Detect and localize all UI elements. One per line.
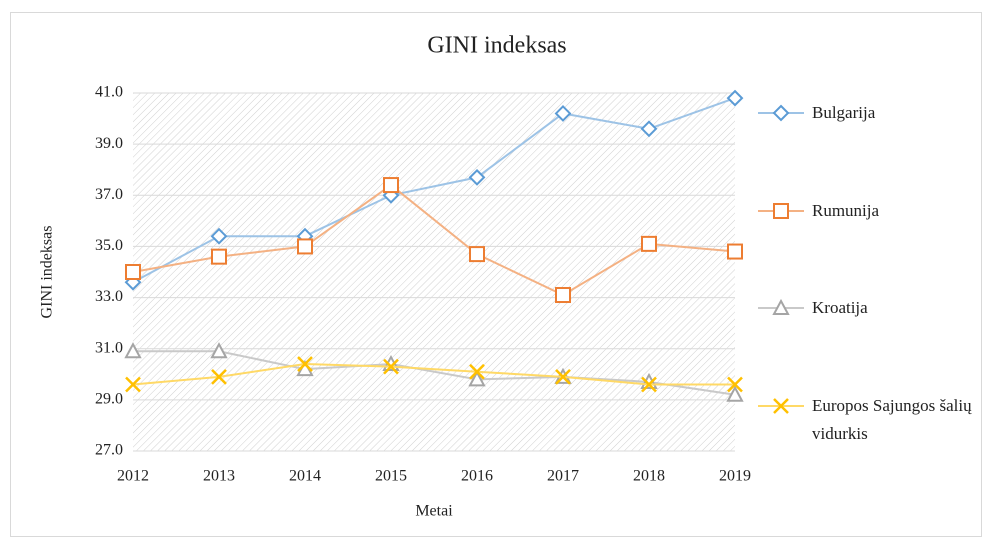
data-point [555, 368, 571, 385]
x-tick-label: 2012 [117, 468, 149, 485]
y-axis-title: GINI indeksas [39, 226, 56, 319]
y-tick-label: 27.0 [95, 442, 123, 459]
data-point [727, 376, 743, 393]
data-point [125, 376, 141, 393]
data-point [469, 246, 485, 263]
data-point [383, 358, 399, 375]
y-tick-label: 33.0 [95, 288, 123, 305]
data-point [641, 376, 657, 393]
y-tick-label: 39.0 [95, 135, 123, 152]
series-line [132, 363, 735, 386]
legend-label: Bulgarija [812, 103, 876, 122]
legend-marker [773, 203, 789, 219]
plot-area [133, 93, 735, 451]
data-point [124, 342, 142, 359]
legend-label: Kroatija [812, 298, 868, 317]
data-point [468, 370, 486, 387]
x-tick-label: 2013 [203, 468, 235, 485]
legend-marker [772, 104, 790, 122]
y-tick-label: 41.0 [95, 84, 123, 101]
data-point [469, 363, 485, 380]
y-tick-label: 37.0 [95, 186, 123, 203]
data-point [555, 287, 571, 304]
data-point [383, 177, 399, 194]
data-point [211, 368, 227, 385]
legend-marker [772, 298, 790, 315]
y-tick-label: 35.0 [95, 237, 123, 254]
data-point [125, 264, 141, 280]
data-point [211, 248, 227, 265]
data-point [297, 238, 313, 255]
x-axis-title: Metai [415, 503, 453, 520]
data-point [468, 168, 486, 186]
series-line [133, 350, 736, 396]
chart-title: GINI indeksas [427, 33, 566, 59]
legend-label: Rumunija [812, 201, 880, 220]
x-tick-label: 2015 [375, 468, 407, 485]
series-line [132, 97, 736, 284]
data-point [297, 356, 313, 372]
y-tick-label: 29.0 [95, 391, 123, 408]
data-point [554, 105, 572, 122]
legend-marker [773, 398, 789, 414]
x-tick-label: 2018 [633, 468, 665, 485]
y-tick-label: 31.0 [95, 339, 123, 356]
data-point [210, 342, 228, 359]
data-point [210, 227, 228, 245]
x-tick-label: 2019 [719, 468, 751, 485]
x-tick-label: 2017 [547, 468, 579, 485]
data-point [726, 89, 744, 107]
legend-label: Europos Sajungos šalių vidurkis [812, 396, 972, 443]
x-tick-label: 2014 [289, 468, 321, 485]
data-point [641, 235, 657, 252]
data-point [640, 120, 658, 138]
data-point [727, 243, 743, 260]
x-tick-label: 2016 [461, 468, 493, 485]
series-line [132, 183, 736, 297]
data-point [726, 385, 744, 402]
